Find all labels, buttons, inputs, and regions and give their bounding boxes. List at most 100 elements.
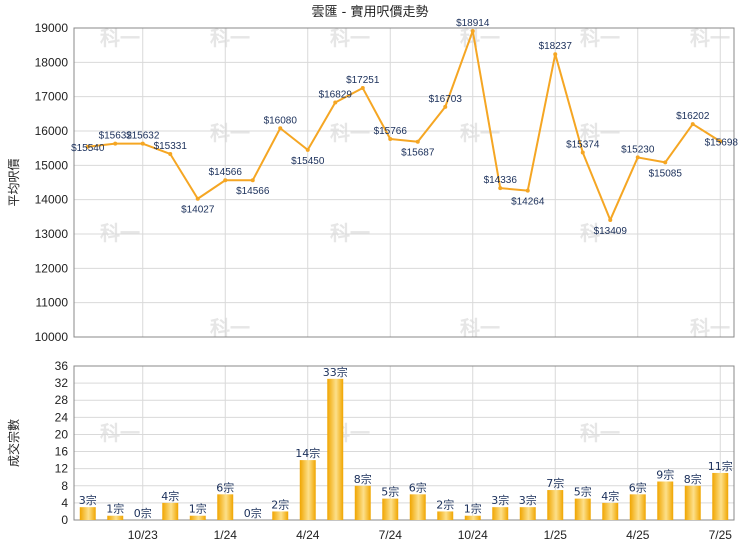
price-point <box>333 100 338 105</box>
price-line-segment <box>471 30 502 189</box>
volume-bar <box>354 485 371 520</box>
price-line-segment <box>142 142 171 155</box>
volume-bar <box>657 481 674 520</box>
price-y-tick-label: 16000 <box>35 124 69 138</box>
price-point <box>85 144 90 149</box>
volume-y-axis-title: 成交宗數 <box>6 419 21 467</box>
volume-bar <box>382 498 399 520</box>
watermark-7: 科一 <box>330 121 370 145</box>
price-point <box>498 186 503 191</box>
watermark-4: 科一 <box>580 26 620 50</box>
volume-y-tick-label: 4 <box>61 496 68 510</box>
volume-bar <box>437 511 454 520</box>
price-data-label: $16703 <box>429 94 463 105</box>
price-data-label: $15766 <box>374 126 408 137</box>
price-point <box>360 86 365 91</box>
x-tick-label: 10/24 <box>458 528 488 542</box>
volume-bar-label: 11宗 <box>708 459 733 473</box>
price-line-segment <box>664 123 694 163</box>
volume-bar <box>492 507 509 520</box>
volume-bar-label: 3宗 <box>79 493 97 507</box>
x-tick-label: 10/23 <box>128 528 158 542</box>
volume-bar-label: 3宗 <box>519 493 537 507</box>
watermark-16: 科一 <box>100 421 140 445</box>
volume-y-tick-label: 0 <box>61 513 68 527</box>
volume-y-tick-label: 12 <box>55 462 69 476</box>
price-data-label: $14027 <box>181 205 215 216</box>
volume-bar-label: 3宗 <box>491 493 509 507</box>
volume-bar-label: 1宗 <box>189 502 207 516</box>
volume-bar-label: 0宗 <box>244 506 262 520</box>
watermark-1: 科一 <box>210 26 250 50</box>
volume-bar-label: 5宗 <box>381 485 399 499</box>
price-line-segment <box>444 30 474 108</box>
volume-bar-label: 4宗 <box>161 489 179 503</box>
price-y-tick-label: 12000 <box>35 261 69 275</box>
volume-bar <box>464 515 481 520</box>
price-line-segment <box>87 142 116 148</box>
x-tick-label: 1/25 <box>544 528 568 542</box>
volume-bar-label: 2宗 <box>436 497 454 511</box>
volume-y-axis-ticks: 0 4 8 12 16 20 24 28 32 36 <box>55 359 69 527</box>
volume-bar <box>519 507 536 520</box>
volume-bar <box>79 507 96 520</box>
watermark-8: 科一 <box>460 121 500 145</box>
price-point <box>250 178 255 183</box>
price-line-segment <box>581 152 612 221</box>
volume-bar-label: 8宗 <box>354 472 372 486</box>
price-line-segment <box>390 138 418 143</box>
price-line-segment <box>692 123 721 143</box>
price-data-label: $15632 <box>126 131 160 142</box>
volume-chart-frame <box>73 365 735 521</box>
price-points <box>85 28 723 222</box>
price-y-tick-label: 11000 <box>36 296 69 310</box>
volume-bar-label: 2宗 <box>271 497 289 511</box>
watermark-14: 科一 <box>460 316 500 340</box>
volume-y-tick-label: 24 <box>55 410 69 424</box>
volume-y-tick-label: 8 <box>61 479 68 493</box>
price-y-tick-label: 15000 <box>35 158 69 172</box>
price-line-segment <box>306 102 337 151</box>
price-y-tick-label: 14000 <box>35 193 69 207</box>
price-point <box>168 151 173 156</box>
price-point <box>305 147 310 152</box>
price-line-segment <box>609 157 639 221</box>
volume-bar-label: 33宗 <box>323 365 348 379</box>
watermark-11: 科一 <box>330 221 370 245</box>
volume-bar <box>547 490 564 520</box>
volume-bars <box>79 378 729 520</box>
price-point <box>553 52 558 57</box>
price-line-segment <box>526 53 557 191</box>
volume-bar-label: 6宗 <box>629 480 647 494</box>
volume-bar-label: 0宗 <box>134 506 152 520</box>
volume-bar <box>629 494 646 520</box>
price-y-tick-label: 13000 <box>35 227 69 241</box>
watermark-18: 科一 <box>580 421 620 445</box>
price-data-label: $16829 <box>319 90 353 101</box>
watermark-6: 科一 <box>210 121 250 145</box>
price-line-segment <box>169 153 199 200</box>
price-point <box>608 217 613 222</box>
price-point <box>690 122 695 127</box>
volume-bar-label: 6宗 <box>409 480 427 494</box>
price-line-segment <box>361 87 392 140</box>
price-data-label: $15540 <box>71 143 105 154</box>
price-line-segment <box>197 179 226 200</box>
price-data-label: $14566 <box>236 186 270 197</box>
price-y-tick-label: 17000 <box>35 90 69 104</box>
watermark-12: 科一 <box>580 221 620 245</box>
price-data-label: $15230 <box>621 144 655 155</box>
volume-bar-label: 14宗 <box>295 446 320 460</box>
watermark-0: 科一 <box>100 26 140 50</box>
x-tick-label: 4/24 <box>296 528 320 542</box>
volume-bar-labels: 3宗 1宗 0宗 4宗 1宗 6宗 0宗 2宗 14宗 33宗 8宗 5宗 6宗 2宗 1宗 3宗 3宗 7宗 5宗… <box>79 365 733 520</box>
price-line-segment <box>251 127 282 181</box>
price-data-label: $14336 <box>484 175 518 186</box>
price-point <box>140 141 145 146</box>
price-data-label: $15698 <box>705 137 739 148</box>
price-point <box>443 104 448 109</box>
volume-bar-label: 7宗 <box>546 476 564 490</box>
volume-bar-label: 8宗 <box>684 472 702 486</box>
